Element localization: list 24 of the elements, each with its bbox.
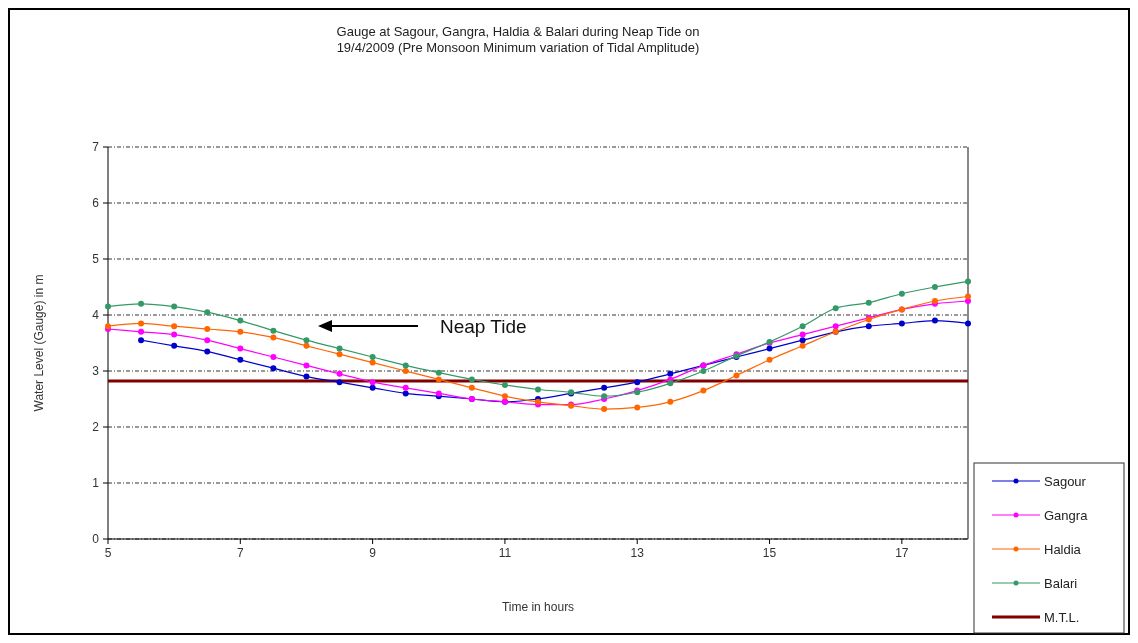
y-tick-label: 4 [92,308,100,322]
legend-label: Sagour [1044,474,1087,489]
chart-title: Gauge at Sagour, Gangra, Haldia & Balari during Neap Tide on 19/4/2009 (Pre Monsoon Minimum variation of Tidal Amplitude) [336,24,700,55]
y-tick-label: 5 [92,252,100,266]
x-tick-label: 9 [369,546,377,560]
y-axis-title: Water Level (Gauge) in m [32,274,46,412]
x-tick-label: 11 [498,546,512,560]
x-axis-title: Time in hours [501,600,575,614]
y-tick-label: 0 [92,532,100,546]
y-tick-label: 1 [92,476,100,490]
legend-label: M.T.L. [1044,610,1080,625]
legend-label: Balari [1044,576,1078,591]
x-tick-label: 17 [895,546,909,560]
legend-label: Gangra [1044,508,1089,523]
y-tick-label: 7 [92,140,100,154]
y-tick-label: 3 [92,364,100,378]
x-tick-label: 7 [236,546,244,560]
legend-label: Haldia [1044,542,1082,557]
y-tick-label: 2 [92,420,100,434]
x-tick-label: 5 [104,546,112,560]
y-tick-label: 6 [92,196,100,210]
x-tick-label: 13 [630,546,645,560]
x-tick-label: 15 [762,546,777,560]
annotation: Neap Tide [440,316,527,337]
